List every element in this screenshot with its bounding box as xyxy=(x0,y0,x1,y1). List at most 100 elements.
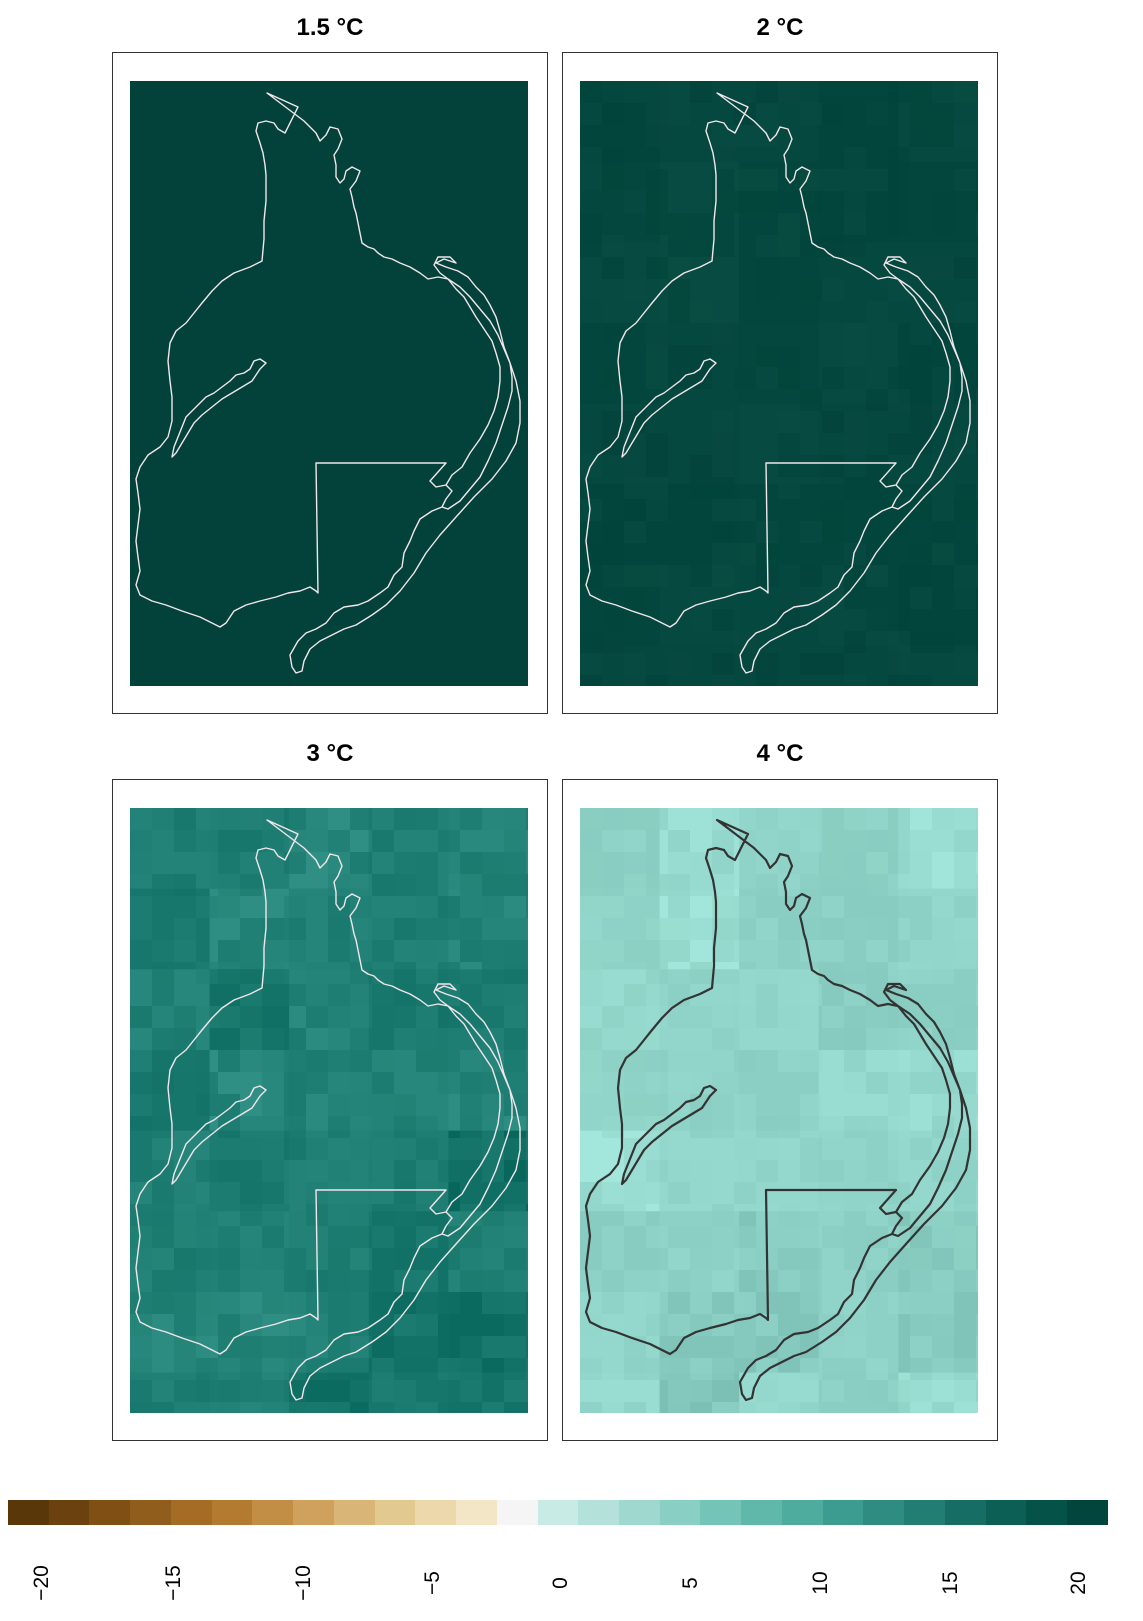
raster-noise xyxy=(504,962,526,984)
legend-color-cell xyxy=(456,1500,497,1525)
raster-noise xyxy=(624,675,646,686)
raster-noise xyxy=(646,477,668,499)
raster-noise xyxy=(328,1050,350,1072)
raster-noise xyxy=(602,631,624,653)
raster-noise xyxy=(262,1402,284,1413)
raster-noise xyxy=(482,1204,504,1226)
raster-noise xyxy=(580,631,602,653)
raster-noise xyxy=(152,1380,174,1402)
raster-noise xyxy=(712,169,734,191)
raster-noise xyxy=(822,1138,844,1160)
lake-outline xyxy=(621,358,717,458)
raster-noise xyxy=(844,345,866,367)
raster-noise xyxy=(624,521,646,543)
raster-noise xyxy=(844,147,866,169)
raster-noise xyxy=(624,1402,646,1413)
raster-noise xyxy=(306,1160,328,1182)
raster-noise xyxy=(888,653,910,675)
raster-noise xyxy=(822,587,844,609)
raster-noise xyxy=(602,1336,624,1358)
raster-noise xyxy=(932,1006,954,1028)
raster-noise xyxy=(954,896,976,918)
raster-noise xyxy=(910,1358,932,1380)
raster-noise xyxy=(690,477,712,499)
raster-noise xyxy=(602,565,624,587)
raster-noise xyxy=(734,1292,756,1314)
raster-noise xyxy=(800,653,822,675)
raster-noise xyxy=(712,565,734,587)
raster-noise xyxy=(262,918,284,940)
raster-noise xyxy=(756,962,778,984)
raster-noise xyxy=(910,675,932,686)
raster-noise xyxy=(932,323,954,345)
raster-noise xyxy=(580,235,602,257)
raster-noise xyxy=(372,1358,394,1380)
raster-noise xyxy=(800,1204,822,1226)
raster-noise xyxy=(646,455,668,477)
lake-outline xyxy=(171,358,267,458)
raster-noise xyxy=(460,874,482,896)
raster-noise xyxy=(602,521,624,543)
raster-noise xyxy=(504,1292,526,1314)
raster-noise xyxy=(866,1204,888,1226)
legend-color-cell xyxy=(659,1500,701,1525)
raster-noise xyxy=(800,191,822,213)
raster-noise xyxy=(778,1006,800,1028)
raster-noise xyxy=(888,147,910,169)
raster-noise xyxy=(284,1402,306,1413)
raster-noise xyxy=(800,1226,822,1248)
raster-noise xyxy=(800,675,822,686)
raster-noise xyxy=(866,984,888,1006)
raster-noise xyxy=(822,940,844,962)
raster-noise xyxy=(526,896,528,918)
raster-noise xyxy=(712,675,734,686)
raster-noise xyxy=(822,918,844,940)
raster-noise xyxy=(624,653,646,675)
raster-noise xyxy=(712,213,734,235)
raster-noise xyxy=(130,1226,152,1248)
raster-noise xyxy=(152,962,174,984)
raster-noise xyxy=(624,1072,646,1094)
raster-noise xyxy=(130,1116,152,1138)
raster-noise xyxy=(646,81,668,103)
raster-noise xyxy=(350,896,372,918)
raster-noise xyxy=(240,1050,262,1072)
raster-noise xyxy=(624,81,646,103)
raster-noise xyxy=(350,1182,372,1204)
raster-noise xyxy=(624,1204,646,1226)
raster-noise xyxy=(888,874,910,896)
raster-noise xyxy=(602,1226,624,1248)
raster-noise xyxy=(712,874,734,896)
raster-noise xyxy=(954,1182,976,1204)
legend-color-cell xyxy=(781,1500,823,1525)
raster-noise xyxy=(822,1248,844,1270)
raster-noise xyxy=(196,1006,218,1028)
raster-noise xyxy=(888,962,910,984)
raster-noise xyxy=(284,1050,306,1072)
raster-noise xyxy=(844,1336,866,1358)
raster-noise xyxy=(196,1072,218,1094)
raster-noise xyxy=(668,1050,690,1072)
raster-noise xyxy=(372,808,394,830)
raster-noise xyxy=(130,1204,152,1226)
raster-noise xyxy=(240,1270,262,1292)
raster-noise xyxy=(602,169,624,191)
raster-noise xyxy=(328,1006,350,1028)
raster-noise xyxy=(580,852,602,874)
raster-noise xyxy=(372,874,394,896)
raster-noise xyxy=(932,1204,954,1226)
raster-noise xyxy=(328,1402,350,1413)
raster-noise xyxy=(262,830,284,852)
raster-noise xyxy=(504,918,526,940)
raster-noise xyxy=(262,984,284,1006)
raster-noise xyxy=(372,1160,394,1182)
raster-noise xyxy=(130,1292,152,1314)
raster-noise xyxy=(504,1138,526,1160)
legend-color-cell xyxy=(8,1500,49,1525)
raster-noise xyxy=(174,1138,196,1160)
raster-noise xyxy=(240,1006,262,1028)
raster-noise xyxy=(306,1138,328,1160)
raster-noise xyxy=(416,1028,438,1050)
raster-noise xyxy=(394,808,416,830)
raster-noise xyxy=(262,1072,284,1094)
